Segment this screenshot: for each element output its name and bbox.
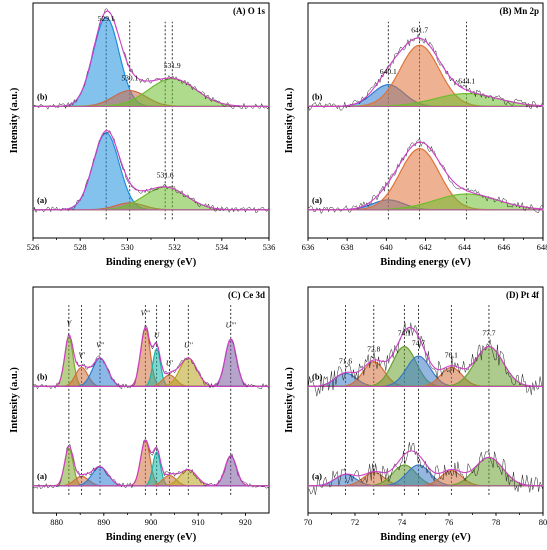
x-tick-label: 70	[304, 517, 313, 527]
envelope-fit	[33, 10, 269, 107]
x-tick-label: 646	[497, 242, 510, 252]
peak-label: 641.7	[411, 26, 428, 35]
peak-label: U'	[166, 358, 173, 367]
peak-label: 77.7	[482, 329, 495, 338]
peak-label: V'''	[141, 309, 151, 318]
peak-label: U''	[184, 341, 193, 350]
envelope-fit	[308, 326, 543, 387]
y-axis-title: Intensity (a.u.)	[9, 367, 20, 433]
x-tick-label: 528	[74, 242, 87, 252]
x-tick-label: 74	[398, 517, 407, 527]
x-tick-label: 920	[239, 517, 252, 527]
y-axis-title: Intensity (a.u.)	[9, 87, 20, 153]
panel-d: 70 72 74 76 78 80 Binding energy (eV) Intensity…	[284, 286, 547, 543]
fitted-peak	[308, 147, 543, 211]
x-tick-label: 900	[145, 517, 158, 527]
raw-spectrum	[307, 442, 544, 495]
x-tick-label: 636	[302, 242, 315, 252]
x-tick-label: 78	[492, 517, 501, 527]
x-tick-label: 80	[539, 517, 547, 527]
x-axis-title: Binding energy (eV)	[106, 532, 197, 543]
peak-label: 76.1	[445, 350, 458, 359]
peak-label: V	[67, 319, 73, 328]
peak-label: 74.1	[398, 329, 411, 338]
x-tick-label: 644	[458, 242, 472, 252]
peak-label: 529.1	[98, 14, 115, 23]
panel-title: (C) Ce 3d	[228, 290, 265, 300]
envelope-fit	[307, 450, 543, 487]
panel-title: (B) Mn 2p	[499, 6, 539, 16]
x-tick-label: 536	[263, 242, 276, 252]
x-tick-label: 72	[351, 517, 360, 527]
envelope-fit	[33, 326, 269, 387]
peak-label: 72.8	[367, 344, 380, 353]
series-label: (b)	[37, 372, 48, 382]
panel-a: 526 528 530 532 534 536 Binding energy (eV) Int…	[9, 2, 276, 268]
envelope-fit	[33, 439, 269, 487]
peak-label: V'	[79, 350, 86, 359]
x-tick-label: 910	[192, 517, 205, 527]
series-label: (a)	[312, 195, 322, 205]
peak-label: 531.6	[157, 171, 174, 180]
peak-label: U	[154, 331, 160, 340]
x-tick-label: 76	[445, 517, 454, 527]
x-tick-label: 532	[168, 242, 181, 252]
x-tick-label: 890	[97, 517, 110, 527]
peak-label: 71.6	[339, 356, 352, 365]
x-tick-label: 534	[215, 242, 229, 252]
y-axis-title: Intensity (a.u.)	[284, 367, 295, 433]
y-axis-title: Intensity (a.u.)	[284, 87, 295, 153]
x-tick-label: 642	[419, 242, 432, 252]
series-label: (b)	[312, 372, 323, 382]
x-tick-label: 880	[50, 517, 63, 527]
x-tick-label: 640	[380, 242, 393, 252]
series-label: (b)	[312, 91, 323, 101]
raw-spectrum	[32, 8, 270, 110]
envelope-fit	[33, 129, 269, 211]
x-axis-title: Binding energy (eV)	[106, 257, 197, 268]
fitted-peak	[33, 186, 269, 211]
peak-label: 530.1	[121, 73, 138, 82]
x-axis-title: Binding energy (eV)	[380, 257, 471, 268]
x-tick-label: 638	[341, 242, 354, 252]
series-label: (a)	[37, 471, 47, 481]
x-tick-label: 526	[27, 242, 40, 252]
fitted-peak	[308, 44, 543, 107]
panel-b: 636 638 640 642 644 646 648 Binding energy (eV)…	[284, 2, 547, 268]
peak-label: 74.7	[412, 339, 425, 348]
series-label: (a)	[312, 471, 322, 481]
x-tick-label: 648	[537, 242, 547, 252]
peak-label: 644.1	[458, 77, 475, 86]
envelope-fit	[308, 37, 543, 107]
x-axis-title: Binding energy (eV)	[380, 532, 471, 543]
raw-spectrum	[307, 322, 544, 397]
x-tick-label: 530	[121, 242, 134, 252]
series-label: (b)	[37, 91, 48, 101]
panel-title: (D) Pt 4f	[506, 290, 540, 300]
panel-c: 880 890 900 910 920 Binding energy (eV) Intens…	[9, 286, 270, 543]
peak-label: 640.1	[380, 67, 397, 76]
peak-label: 531.9	[164, 61, 181, 70]
series-label: (a)	[37, 195, 47, 205]
peak-label: U'''	[226, 321, 237, 330]
panel-title: (A) O 1s	[233, 6, 265, 16]
envelope-fit	[308, 141, 544, 211]
raw-spectrum	[32, 129, 270, 214]
peak-label: V''	[96, 341, 104, 350]
